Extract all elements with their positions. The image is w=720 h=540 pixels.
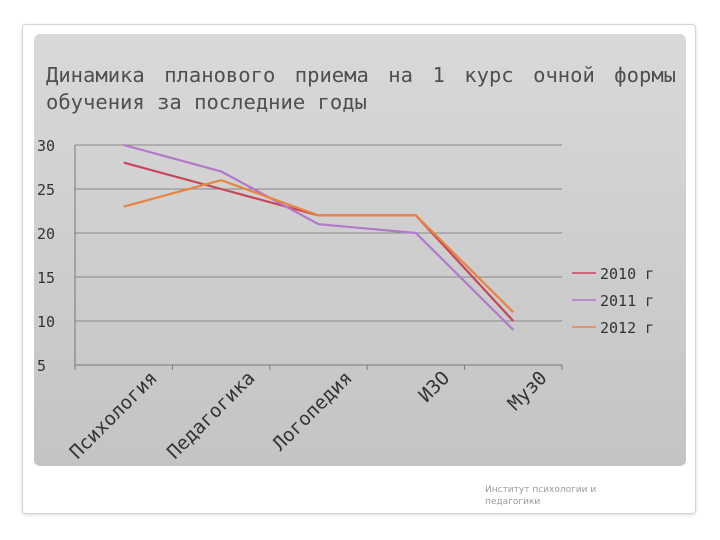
series-line (123, 161, 515, 322)
y-axis: 5 10 15 20 25 30 (37, 137, 76, 375)
x-tick-label: Педагогика (163, 367, 259, 463)
x-tick-label: ИЗО (414, 367, 454, 407)
x-tick-label: Логопедия (268, 367, 356, 455)
y-tick-label: 25 (37, 181, 55, 199)
legend: 2010 г 2011 г 2012 г (572, 265, 654, 337)
series-line (123, 143, 515, 331)
gridlines (75, 144, 562, 366)
y-tick-label: 30 (37, 137, 55, 155)
y-tick-label: 20 (37, 225, 55, 243)
x-axis: Психология Педагогика Логопедия ИЗО Муз0 (65, 364, 563, 463)
slide-title: Динамика планового приема на 1 курс очно… (46, 63, 676, 114)
y-tick-label: 5 (37, 357, 46, 375)
footer-text: Институт психологии и педагогики (485, 485, 597, 507)
y-tick-label: 15 (37, 269, 55, 287)
legend-label: 2010 г (600, 265, 654, 283)
legend-label: 2011 г (600, 292, 654, 310)
x-tick-label: Муз0 (504, 367, 552, 415)
y-tick-label: 10 (37, 313, 55, 331)
series-line (123, 179, 515, 313)
x-tick-label: Психология (65, 367, 161, 463)
series-lines (123, 143, 515, 331)
content-panel (34, 34, 686, 466)
legend-label: 2012 г (600, 319, 654, 337)
